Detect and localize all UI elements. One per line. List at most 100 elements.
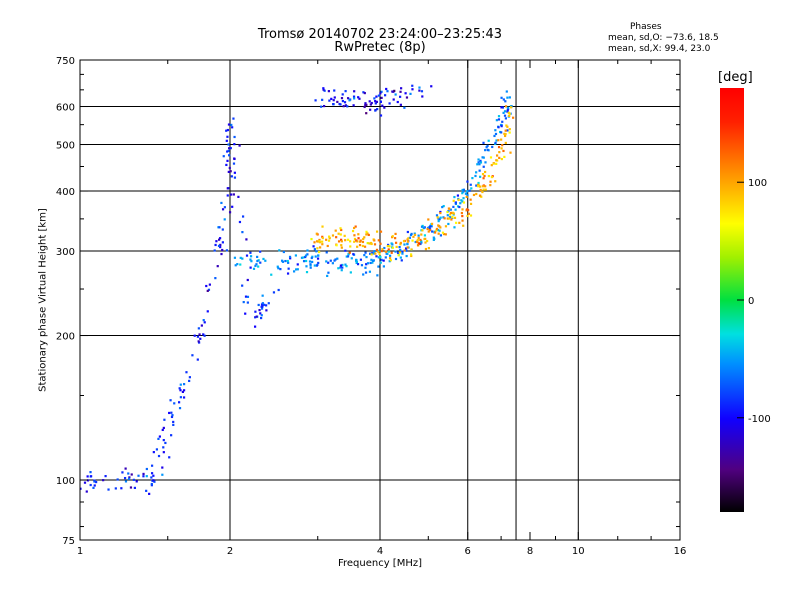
echo-point — [401, 252, 404, 255]
echo-point — [226, 150, 229, 153]
echo-point — [495, 162, 498, 165]
echo-point — [442, 232, 446, 236]
echo-point — [486, 144, 489, 147]
echo-point — [388, 254, 392, 257]
echo-point — [422, 226, 425, 230]
echo-point — [228, 211, 232, 214]
echo-point — [379, 242, 382, 245]
echo-point — [253, 325, 257, 328]
echo-point — [288, 255, 292, 258]
echo-point — [238, 220, 242, 224]
echo-point — [260, 316, 263, 320]
echo-point — [500, 106, 503, 109]
echo-point — [461, 208, 464, 211]
echo-point — [356, 240, 359, 243]
echo-point — [237, 195, 240, 198]
echo-point — [178, 407, 182, 410]
echo-point — [500, 138, 503, 141]
echo-point — [383, 106, 386, 109]
echo-point — [229, 147, 232, 150]
echo-point — [394, 93, 397, 96]
echo-point — [233, 143, 236, 146]
echo-point — [411, 239, 414, 242]
echo-point — [257, 265, 260, 268]
echo-point — [85, 490, 88, 493]
echo-point — [232, 193, 235, 196]
echo-point — [390, 251, 393, 254]
echo-point — [261, 294, 264, 297]
echo-point — [142, 472, 145, 476]
echo-point — [365, 263, 368, 266]
x-axis-label: Frequency [MHz] — [337, 558, 423, 569]
echo-point — [373, 97, 376, 100]
echo-point — [352, 95, 356, 98]
echo-point — [373, 250, 376, 253]
echo-point — [270, 273, 273, 276]
echo-point — [403, 249, 406, 252]
echo-point — [124, 467, 127, 470]
echo-point — [469, 183, 472, 186]
echo-point — [461, 188, 464, 192]
echo-point — [353, 226, 356, 230]
echo-point — [232, 162, 236, 165]
echo-point — [334, 258, 337, 261]
echo-point — [403, 106, 406, 109]
echo-point — [206, 289, 209, 292]
echo-point — [255, 263, 258, 266]
echo-point — [365, 112, 368, 115]
echo-point — [381, 248, 384, 251]
echo-point — [311, 255, 314, 258]
echo-point — [470, 187, 473, 190]
echo-point — [449, 208, 452, 211]
echo-point — [385, 87, 388, 91]
echo-point — [479, 185, 482, 188]
echo-point — [164, 441, 167, 445]
echo-point — [185, 371, 188, 374]
echo-point — [321, 243, 324, 246]
echo-point — [375, 248, 379, 251]
echo-point — [155, 448, 159, 451]
echo-point — [497, 126, 500, 129]
echo-point — [411, 88, 414, 91]
echo-point — [233, 171, 236, 174]
echo-point — [466, 214, 469, 218]
echo-point — [173, 402, 176, 405]
echo-point — [461, 214, 464, 218]
echo-point — [315, 250, 318, 253]
echo-point — [418, 242, 421, 245]
echo-point — [371, 261, 374, 264]
echo-point — [153, 480, 156, 483]
echo-point — [272, 291, 276, 294]
echo-point — [315, 240, 319, 243]
echo-point — [353, 97, 356, 100]
echo-point — [241, 257, 244, 260]
echo-point — [340, 97, 344, 100]
echo-point — [442, 204, 445, 208]
echo-point — [405, 96, 409, 99]
echo-point — [453, 195, 456, 199]
echo-point — [420, 239, 423, 243]
echo-point — [145, 489, 148, 492]
echo-point — [325, 251, 328, 254]
echo-point — [366, 262, 370, 265]
echo-point — [228, 147, 231, 150]
echo-point — [462, 188, 465, 191]
echo-point — [238, 144, 241, 147]
colorbar-ticks: -100 0 100 — [737, 178, 771, 425]
echo-point — [420, 90, 424, 93]
echo-point — [304, 255, 307, 259]
echo-point — [289, 257, 292, 260]
echo-point — [458, 205, 461, 209]
echo-point — [344, 90, 347, 93]
echo-point — [391, 246, 394, 249]
echo-point — [377, 256, 380, 259]
y-tick-label: 75 — [62, 536, 75, 547]
echo-point — [380, 249, 383, 253]
echo-point — [424, 241, 427, 244]
echo-point — [506, 129, 509, 132]
echo-point — [353, 237, 357, 241]
grid-lines — [80, 60, 680, 540]
colorbar-tick-label: 100 — [748, 178, 767, 189]
echo-point — [406, 238, 409, 241]
echo-point — [427, 247, 430, 250]
